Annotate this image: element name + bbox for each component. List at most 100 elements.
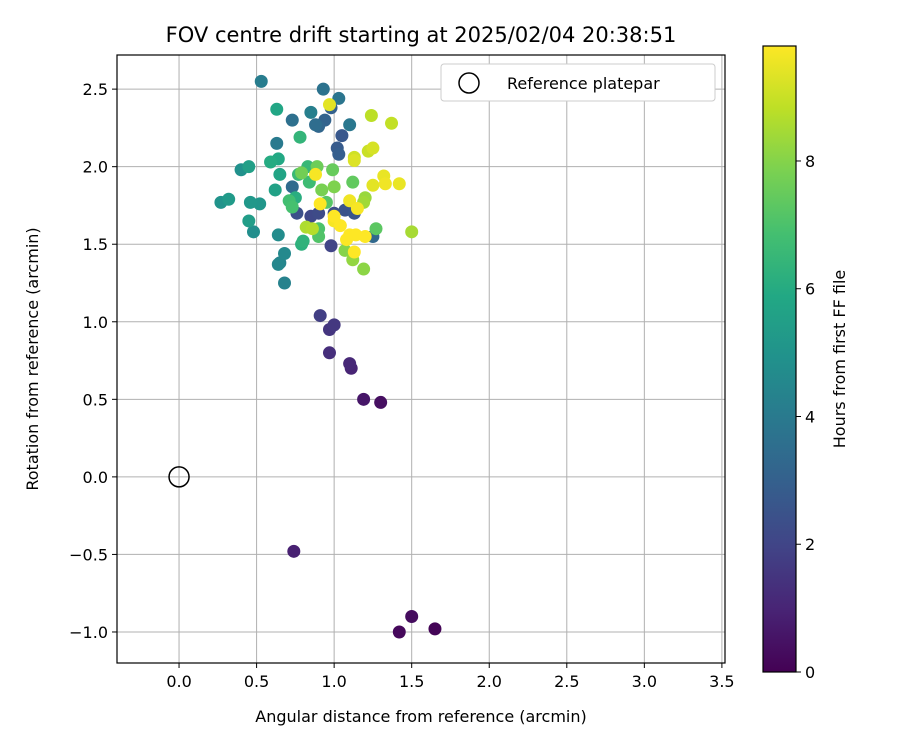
- data-point: [271, 228, 285, 242]
- data-point: [285, 113, 299, 127]
- y-tick-label: 0.5: [83, 390, 108, 409]
- legend-entry: Reference platepar: [507, 74, 660, 93]
- plot-frame: [116, 54, 726, 664]
- colorbar-tick-label: 6: [805, 280, 815, 299]
- data-point: [366, 178, 380, 192]
- data-point: [304, 105, 318, 119]
- y-axis-label: Rotation from reference (arcmin): [23, 227, 42, 490]
- data-point: [270, 102, 284, 116]
- x-tick-label: 1.5: [399, 672, 424, 691]
- data-point: [327, 180, 341, 194]
- colorbar-tick-label: 0: [805, 663, 815, 682]
- data-point: [315, 183, 329, 197]
- colorbar-gradient: [763, 46, 796, 672]
- data-point: [327, 209, 341, 223]
- data-point: [295, 166, 309, 180]
- data-point: [366, 141, 380, 155]
- x-tick-label: 1.0: [321, 672, 346, 691]
- data-point: [305, 222, 319, 236]
- data-point: [254, 74, 268, 88]
- data-point: [347, 153, 361, 167]
- data-point: [324, 239, 338, 253]
- x-tick-label: 0.5: [244, 672, 269, 691]
- data-point: [316, 82, 330, 96]
- data-point: [326, 163, 340, 177]
- data-point: [332, 147, 346, 161]
- data-point: [378, 177, 392, 191]
- data-point: [309, 118, 323, 132]
- data-point: [271, 257, 285, 271]
- data-point: [392, 625, 406, 639]
- data-point: [332, 91, 346, 105]
- data-point: [428, 622, 442, 636]
- x-tick-label: 2.0: [477, 672, 502, 691]
- chart-title: FOV centre drift starting at 2025/02/04 …: [166, 23, 677, 47]
- colorbar-tick-label: 2: [805, 535, 815, 554]
- data-point: [313, 197, 327, 211]
- legend-box: [440, 63, 716, 102]
- data-point: [285, 180, 299, 194]
- legend: Reference platepar: [440, 63, 716, 102]
- data-point: [340, 233, 354, 247]
- colorbar-tick-label: 8: [805, 152, 815, 171]
- data-point: [405, 225, 419, 239]
- data-point: [270, 136, 284, 150]
- colorbar-tick-label: 4: [805, 407, 815, 426]
- data-point: [346, 175, 360, 189]
- legend-marker: [458, 72, 480, 94]
- y-tick-label: 2.5: [83, 80, 108, 99]
- data-point: [296, 234, 310, 248]
- reference-marker: [168, 466, 190, 488]
- data-points: [214, 74, 442, 639]
- data-point: [243, 195, 257, 209]
- data-point: [347, 245, 361, 259]
- data-point: [364, 108, 378, 122]
- data-point: [222, 192, 236, 206]
- y-tick-label: −1.0: [69, 623, 108, 642]
- data-point: [405, 609, 419, 623]
- grid-lines: [117, 55, 725, 663]
- data-point: [273, 167, 287, 181]
- colorbar: 0 2 4 6 8 Hours from first FF file: [762, 45, 849, 682]
- data-point: [369, 222, 383, 236]
- data-point: [313, 309, 327, 323]
- data-point: [343, 357, 357, 371]
- x-axis-ticks: 0.0 0.5 1.0 1.5 2.0 2.5 3.0 3.5: [166, 663, 735, 691]
- data-point: [343, 118, 357, 132]
- y-tick-label: 2.0: [83, 158, 108, 177]
- data-point: [374, 395, 388, 409]
- data-point: [357, 392, 371, 406]
- data-point: [309, 167, 323, 181]
- data-point: [392, 177, 406, 191]
- data-point: [278, 276, 292, 290]
- x-tick-label: 3.5: [709, 672, 734, 691]
- y-tick-label: 1.5: [83, 235, 108, 254]
- data-point: [242, 214, 256, 228]
- x-tick-label: 3.0: [632, 672, 657, 691]
- data-point: [335, 129, 349, 143]
- data-point: [278, 247, 292, 261]
- y-tick-label: −0.5: [69, 545, 108, 564]
- y-tick-label: 1.0: [83, 313, 108, 332]
- colorbar-ticks: 0 2 4 6 8: [796, 152, 815, 682]
- data-point: [322, 98, 336, 112]
- y-tick-label: 0.0: [83, 468, 108, 487]
- data-point: [358, 229, 372, 243]
- data-point: [327, 318, 341, 332]
- data-point: [268, 183, 282, 197]
- data-point: [287, 544, 301, 558]
- data-point: [322, 346, 336, 360]
- x-tick-label: 0.0: [166, 672, 191, 691]
- x-axis-label: Angular distance from reference (arcmin): [255, 707, 586, 726]
- y-axis-ticks: −1.0 −0.5 0.0 0.5 1.0 1.5 2.0 2.5: [69, 80, 117, 642]
- data-point: [385, 116, 399, 130]
- data-point: [293, 130, 307, 144]
- data-point: [264, 155, 278, 169]
- data-point: [350, 202, 364, 216]
- data-point: [242, 160, 256, 174]
- data-point: [246, 225, 260, 239]
- colorbar-frame: [762, 45, 797, 673]
- data-point: [285, 200, 299, 214]
- colorbar-label: Hours from first FF file: [830, 270, 849, 449]
